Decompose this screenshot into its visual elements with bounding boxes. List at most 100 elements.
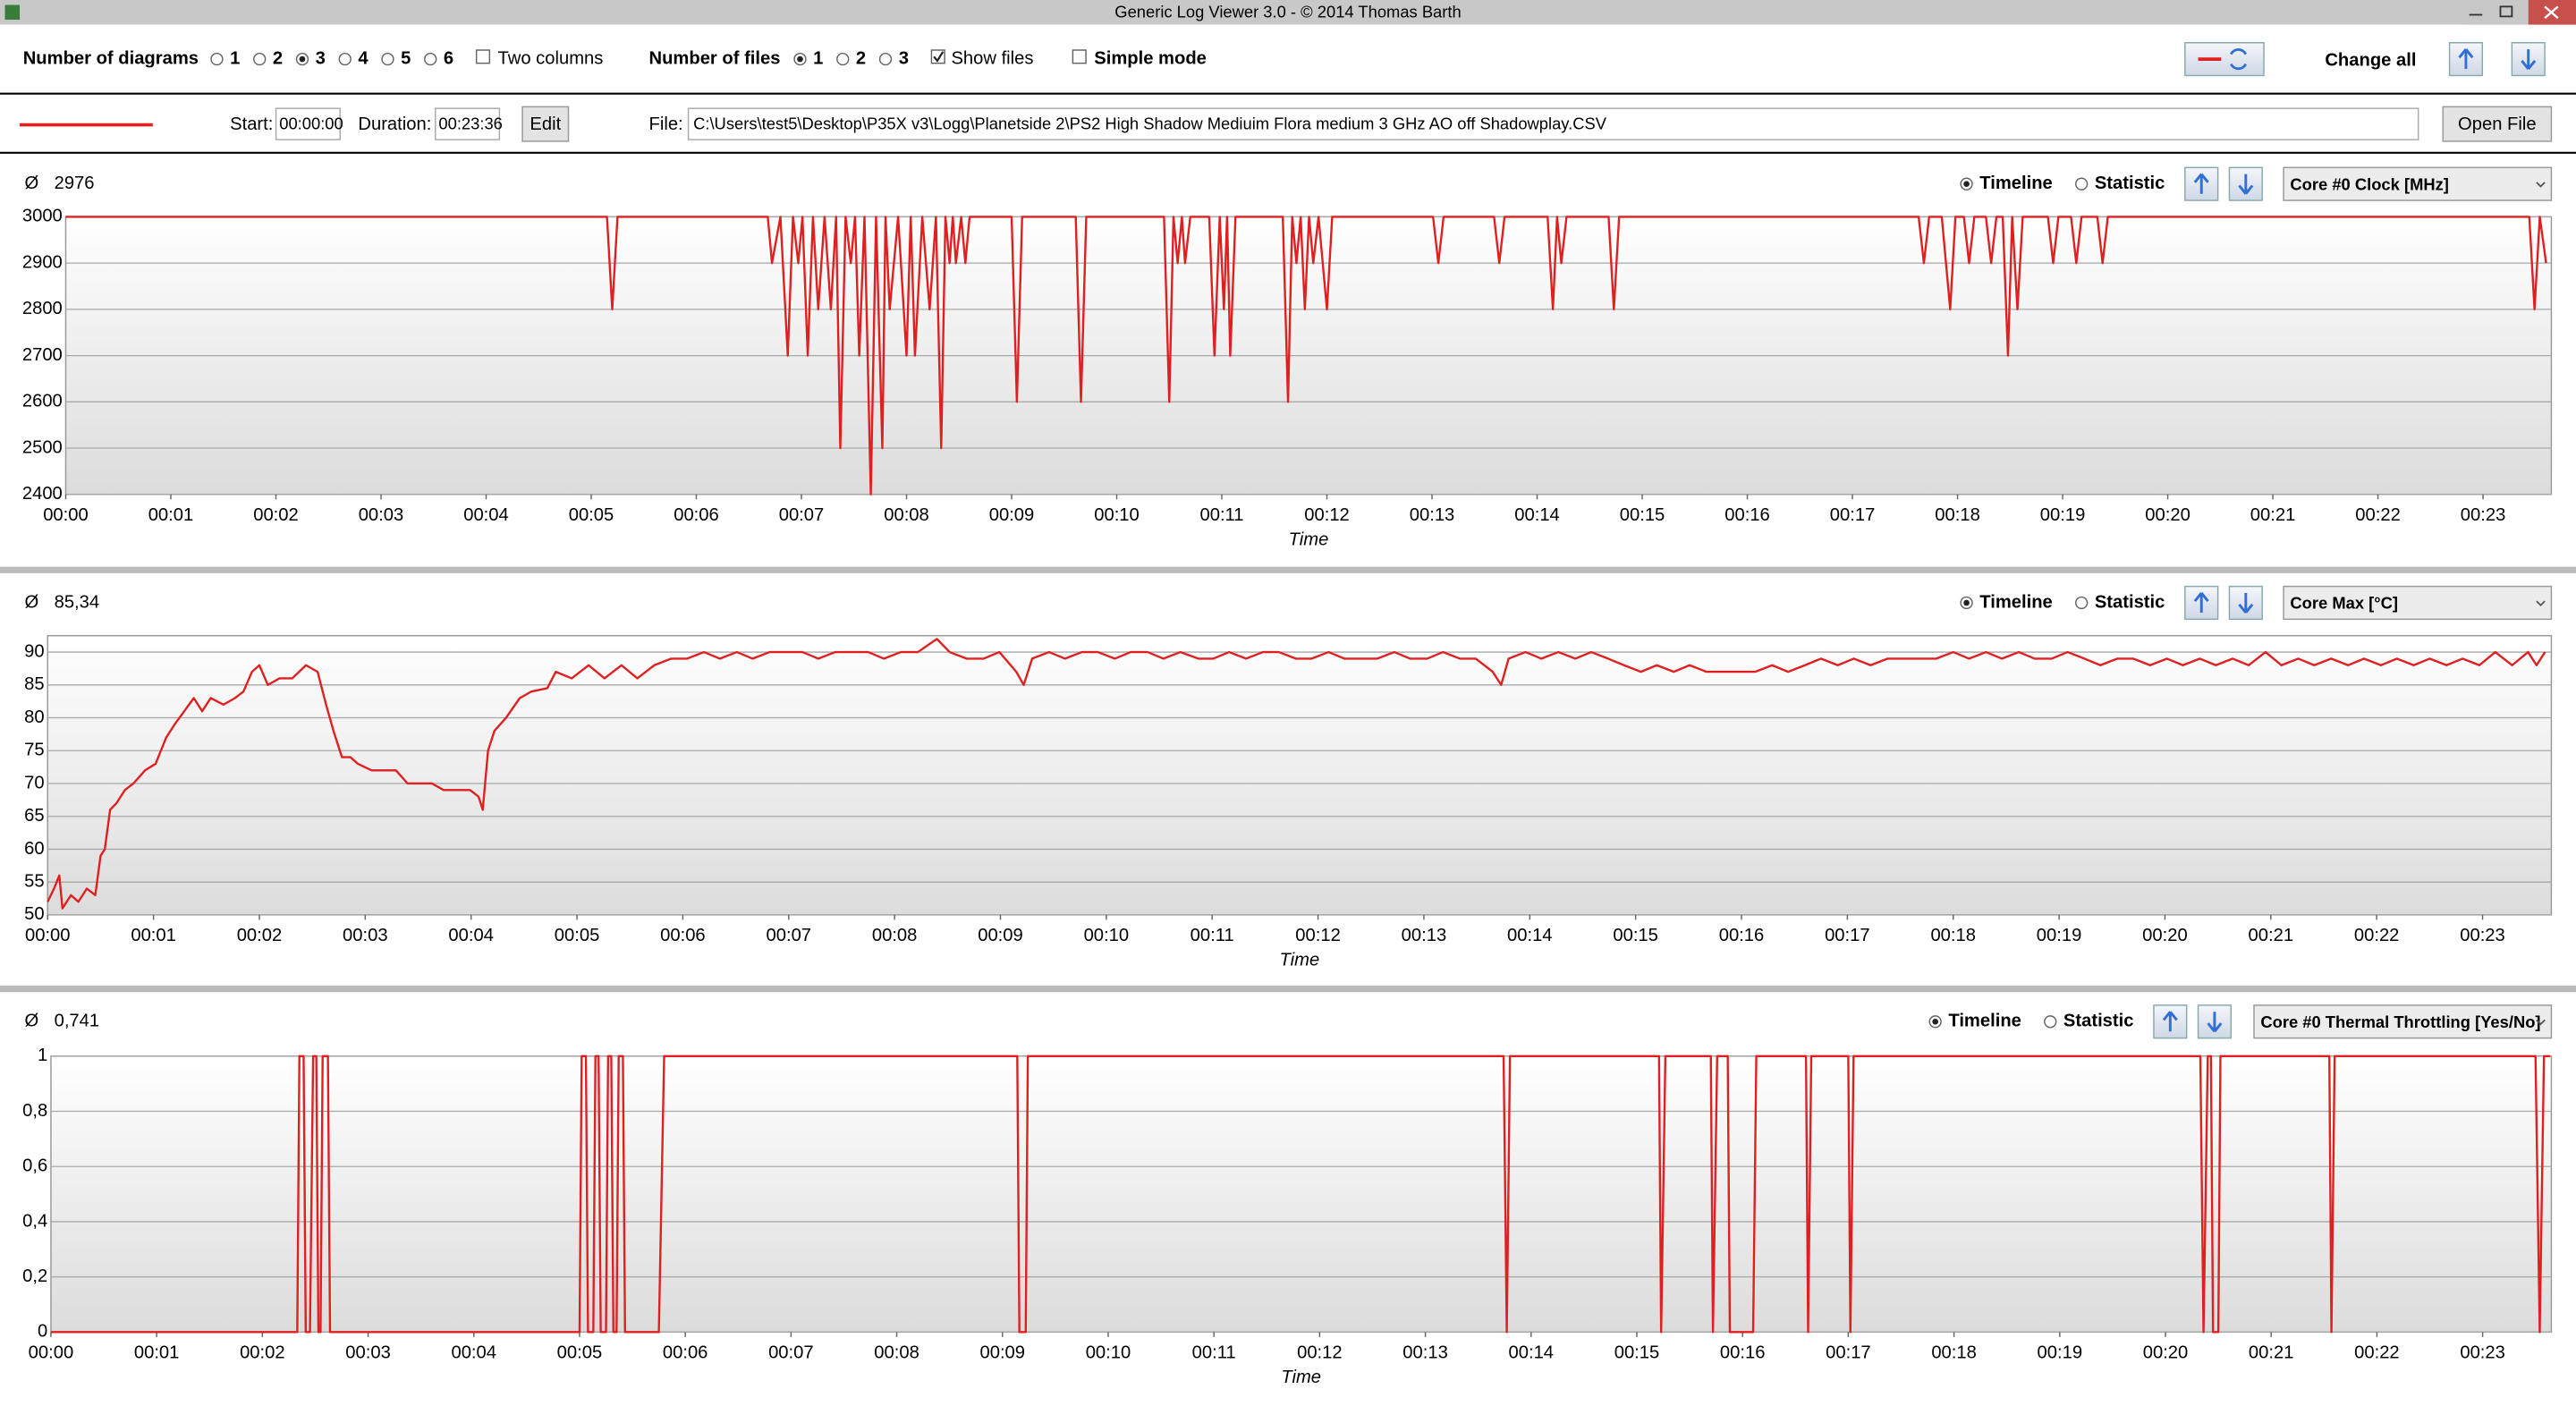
x-axis-label: Time [1280, 951, 1320, 970]
x-axis-label: Time [1281, 1368, 1321, 1387]
radio-button[interactable] [2074, 177, 2089, 191]
x-tick-label: 00:08 [874, 1343, 919, 1363]
x-tick-label: 00:23 [2460, 1343, 2505, 1363]
y-tick-label: 2900 [22, 252, 63, 272]
x-tick-label: 00:19 [2037, 926, 2082, 945]
duration-input[interactable] [435, 107, 501, 140]
y-tick-label: 2800 [22, 299, 63, 318]
dropdown-chevron [2536, 600, 2546, 607]
y-tick-label: 75 [24, 741, 44, 760]
window-controls[interactable] [2464, 0, 2576, 25]
x-tick-label: 00:18 [1935, 505, 1980, 525]
color-swap-button[interactable] [2184, 42, 2265, 77]
radio-button[interactable] [210, 52, 224, 66]
x-tick-label: 00:22 [2355, 505, 2401, 525]
average-symbol: Ø [25, 174, 39, 193]
channel-dropdown[interactable] [2283, 166, 2553, 201]
radio-dot [1963, 599, 1970, 606]
window-title: Generic Log Viewer 3.0 - © 2014 Thomas B… [1114, 3, 1461, 21]
x-tick-label: 00:21 [2249, 926, 2294, 945]
x-tick-label: 00:05 [569, 505, 614, 525]
radio-button[interactable] [836, 52, 850, 66]
diagram-option: 6 [444, 48, 453, 68]
files-label: Number of files [649, 48, 781, 68]
edit-button[interactable] [521, 106, 570, 142]
x-tick-label: 00:22 [2354, 926, 2400, 945]
start-input[interactable] [275, 107, 341, 140]
x-tick-label: 00:06 [674, 505, 719, 525]
radio-button[interactable] [878, 52, 893, 66]
edit-button-label: Edit [530, 114, 561, 134]
diagram-option: 1 [230, 48, 240, 68]
x-tick-label: 00:08 [884, 505, 929, 525]
file-label: File: [649, 114, 683, 134]
two-columns-label: Two columns [498, 48, 604, 68]
y-tick-label: 80 [24, 707, 44, 727]
x-tick-label: 00:14 [1509, 1343, 1555, 1363]
channel-dropdown[interactable] [2283, 585, 2553, 621]
x-tick-label: 00:11 [1191, 926, 1234, 945]
checkbox[interactable] [1072, 49, 1087, 64]
y-tick-label: 2500 [22, 437, 63, 457]
x-tick-label: 00:21 [2250, 505, 2296, 525]
x-tick-label: 00:13 [1410, 505, 1455, 525]
y-tick-label: 0,8 [22, 1101, 47, 1121]
x-tick-label: 00:07 [779, 505, 825, 525]
start-label: Start: [230, 114, 273, 134]
x-tick-label: 00:13 [1402, 1343, 1448, 1363]
x-tick-label: 00:07 [768, 1343, 814, 1363]
file-option: 1 [813, 48, 823, 68]
x-tick-label: 00:23 [2460, 926, 2505, 945]
x-tick-label: 00:12 [1297, 1343, 1343, 1363]
diagram-option: 2 [273, 48, 283, 68]
x-tick-label: 00:14 [1514, 505, 1560, 525]
x-tick-label: 00:09 [989, 505, 1035, 525]
x-tick-label: 00:15 [1620, 505, 1665, 525]
y-tick-label: 70 [24, 773, 44, 792]
channel-name: Core #0 Thermal Throttling [Yes/No] [2260, 1012, 2540, 1031]
x-tick-label: 00:17 [1825, 926, 1870, 945]
x-tick-label: 00:04 [448, 926, 494, 945]
x-tick-label: 00:08 [872, 926, 918, 945]
diagram-option: 5 [401, 48, 411, 68]
restore[interactable] [2499, 5, 2513, 18]
x-tick-label: 00:20 [2145, 505, 2190, 525]
x-tick-label: 00:00 [43, 505, 89, 525]
x-tick-label: 00:12 [1295, 926, 1341, 945]
x-tick-label: 00:05 [555, 926, 600, 945]
radio-button[interactable] [338, 52, 352, 66]
file-option: 3 [899, 48, 909, 68]
y-tick-label: 2700 [22, 345, 63, 365]
dropdown-chevron [2536, 182, 2546, 188]
radio-dot [1963, 181, 1970, 187]
channel-dropdown[interactable] [2253, 1004, 2553, 1039]
y-tick-label: 50 [24, 904, 44, 924]
file-option: 2 [856, 48, 866, 68]
x-tick-label: 00:11 [1200, 505, 1244, 525]
radio-button[interactable] [381, 52, 394, 66]
x-tick-label: 00:14 [1507, 926, 1553, 945]
x-tick-label: 00:02 [240, 1343, 285, 1363]
x-tick-label: 00:06 [663, 1343, 708, 1363]
show-files-label: Show files [951, 48, 1033, 68]
view-option: Timeline [1948, 1012, 2021, 1031]
radio-button[interactable] [2044, 1015, 2057, 1029]
y-tick-label: 90 [24, 641, 44, 661]
move-diagram-up-icon [2162, 1011, 2178, 1032]
radio-button[interactable] [2074, 596, 2089, 610]
radio-button[interactable] [424, 52, 437, 66]
x-tick-label: 00:01 [148, 505, 194, 525]
x-tick-label: 00:16 [1719, 926, 1765, 945]
y-tick-label: 2400 [22, 484, 63, 504]
y-tick-label: 3000 [22, 207, 63, 226]
checkbox[interactable] [475, 49, 491, 64]
average-value: 0,741 [55, 1012, 100, 1031]
file-path-input[interactable] [687, 107, 2419, 140]
open-file-button[interactable] [2442, 106, 2553, 142]
x-tick-label: 00:01 [131, 926, 176, 945]
x-tick-label: 00:17 [1826, 1343, 1871, 1363]
radio-button[interactable] [253, 52, 267, 66]
y-tick-label: 0,4 [22, 1211, 47, 1231]
diagram-option: 3 [316, 48, 326, 68]
y-tick-label: 60 [24, 839, 44, 859]
